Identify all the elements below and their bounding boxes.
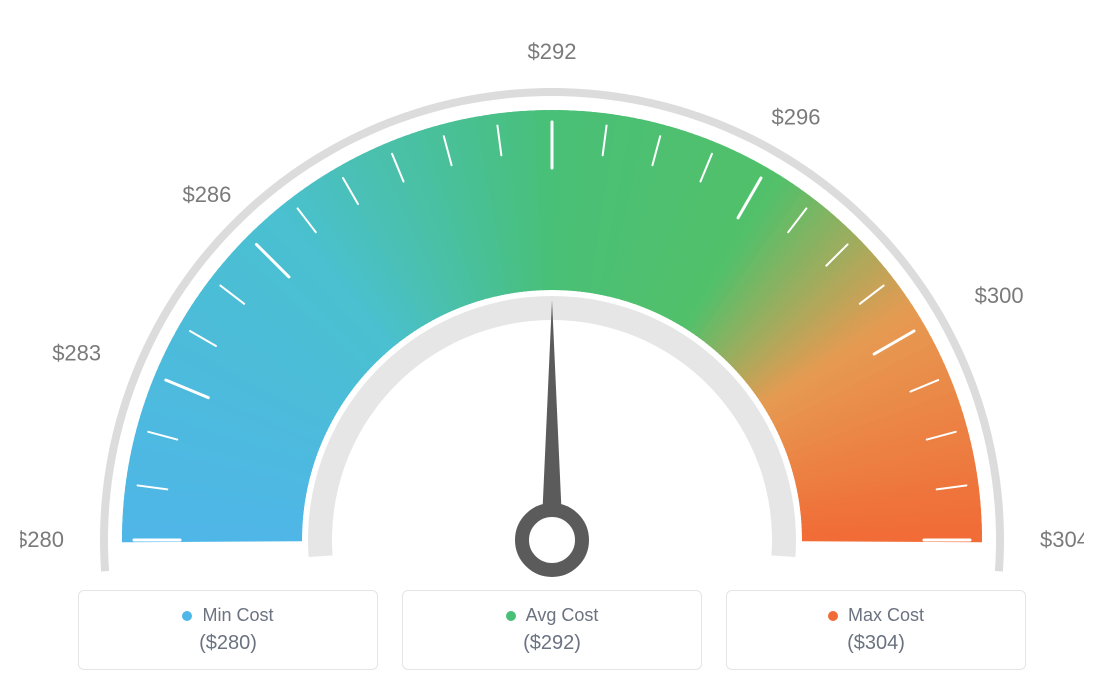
cost-gauge: $280 $283 $286 $292 $296 $300 $304 [20,20,1084,580]
legend-value-max: ($304) [747,632,1005,655]
legend-title-min: Min Cost [182,605,273,626]
legend-dot-max [828,611,838,621]
legend-value-min: ($280) [99,632,357,655]
legend-label-avg: Avg Cost [526,605,599,626]
svg-text:$304: $304 [1040,527,1084,552]
legend-value-avg: ($292) [423,632,681,655]
legend-card-max: Max Cost ($304) [726,590,1026,670]
svg-text:$283: $283 [52,340,101,365]
svg-text:$286: $286 [182,182,231,207]
legend-title-avg: Avg Cost [506,605,599,626]
legend-dot-min [182,611,192,621]
legend-card-min: Min Cost ($280) [78,590,378,670]
svg-text:$300: $300 [975,283,1024,308]
legend-dot-avg [506,611,516,621]
svg-text:$296: $296 [772,104,821,129]
legend-title-max: Max Cost [828,605,924,626]
svg-text:$280: $280 [20,527,64,552]
legend-card-avg: Avg Cost ($292) [402,590,702,670]
svg-text:$292: $292 [528,39,577,64]
legend-label-min: Min Cost [202,605,273,626]
legend-label-max: Max Cost [848,605,924,626]
legend-row: Min Cost ($280) Avg Cost ($292) Max Cost… [20,590,1084,670]
gauge-svg: $280 $283 $286 $292 $296 $300 $304 [20,20,1084,580]
